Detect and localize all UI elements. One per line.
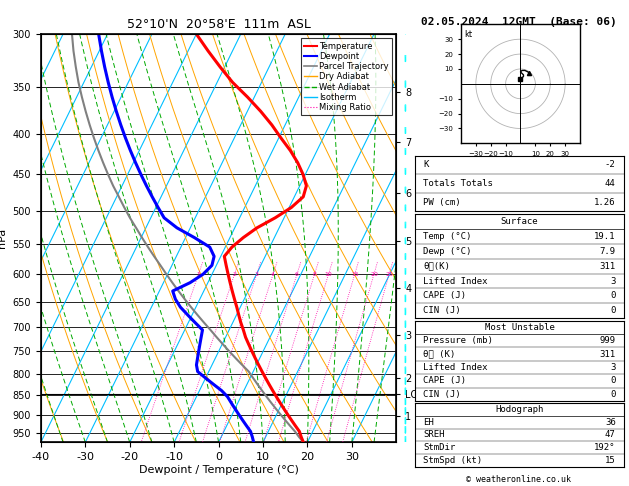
Text: EH: EH xyxy=(423,418,434,427)
Text: CIN (J): CIN (J) xyxy=(423,306,461,315)
Text: 44: 44 xyxy=(605,179,616,188)
Text: 6: 6 xyxy=(295,272,299,277)
Text: 7.9: 7.9 xyxy=(599,247,616,256)
Text: 15: 15 xyxy=(351,272,359,277)
X-axis label: Dewpoint / Temperature (°C): Dewpoint / Temperature (°C) xyxy=(138,465,299,475)
Text: Totals Totals: Totals Totals xyxy=(423,179,493,188)
Text: Lifted Index: Lifted Index xyxy=(423,363,488,372)
Title: 52°10'N  20°58'E  111m  ASL: 52°10'N 20°58'E 111m ASL xyxy=(126,18,311,32)
Text: Temp (°C): Temp (°C) xyxy=(423,232,472,241)
Text: SREH: SREH xyxy=(423,431,445,439)
Text: 36: 36 xyxy=(605,418,616,427)
Text: kt: kt xyxy=(464,30,472,39)
Text: StmSpd (kt): StmSpd (kt) xyxy=(423,456,482,465)
Text: -2: -2 xyxy=(605,160,616,169)
Text: 47: 47 xyxy=(605,431,616,439)
Text: Most Unstable: Most Unstable xyxy=(484,323,555,332)
Text: 19.1: 19.1 xyxy=(594,232,616,241)
Text: Lifted Index: Lifted Index xyxy=(423,277,488,285)
Text: 2: 2 xyxy=(233,272,237,277)
Text: 0: 0 xyxy=(610,306,616,315)
Text: Pressure (mb): Pressure (mb) xyxy=(423,336,493,346)
Text: 02.05.2024  12GMT  (Base: 06): 02.05.2024 12GMT (Base: 06) xyxy=(421,17,617,27)
Text: Dewp (°C): Dewp (°C) xyxy=(423,247,472,256)
Text: 1.26: 1.26 xyxy=(594,198,616,207)
Text: 311: 311 xyxy=(599,349,616,359)
Text: θᴄ(K): θᴄ(K) xyxy=(423,261,450,271)
Text: 1: 1 xyxy=(197,272,201,277)
Text: 0: 0 xyxy=(610,292,616,300)
Text: 192°: 192° xyxy=(594,443,616,452)
Text: CIN (J): CIN (J) xyxy=(423,390,461,399)
Legend: Temperature, Dewpoint, Parcel Trajectory, Dry Adiabat, Wet Adiabat, Isotherm, Mi: Temperature, Dewpoint, Parcel Trajectory… xyxy=(301,38,392,115)
Text: © weatheronline.co.uk: © weatheronline.co.uk xyxy=(467,474,571,484)
Text: 20: 20 xyxy=(370,272,378,277)
Text: 15: 15 xyxy=(605,456,616,465)
Y-axis label: hPa: hPa xyxy=(0,228,7,248)
Text: 3: 3 xyxy=(610,277,616,285)
Text: CAPE (J): CAPE (J) xyxy=(423,376,467,385)
Text: Surface: Surface xyxy=(501,217,538,226)
Text: 3: 3 xyxy=(255,272,259,277)
Text: 8: 8 xyxy=(313,272,316,277)
Text: Hodograph: Hodograph xyxy=(496,405,543,414)
Text: 3: 3 xyxy=(610,363,616,372)
Text: PW (cm): PW (cm) xyxy=(423,198,461,207)
Text: StmDir: StmDir xyxy=(423,443,456,452)
Text: 4: 4 xyxy=(271,272,275,277)
Y-axis label: km
ASL: km ASL xyxy=(439,227,457,249)
Text: 999: 999 xyxy=(599,336,616,346)
Text: CAPE (J): CAPE (J) xyxy=(423,292,467,300)
Text: 25: 25 xyxy=(385,272,393,277)
Text: θᴄ (K): θᴄ (K) xyxy=(423,349,456,359)
Text: 311: 311 xyxy=(599,261,616,271)
Text: 0: 0 xyxy=(610,390,616,399)
Text: K: K xyxy=(423,160,429,169)
Text: 10: 10 xyxy=(325,272,333,277)
Text: 0: 0 xyxy=(610,376,616,385)
